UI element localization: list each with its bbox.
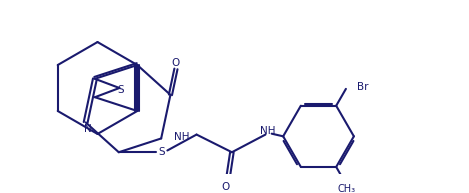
Text: N: N	[83, 124, 91, 135]
Text: S: S	[117, 85, 124, 95]
Text: S: S	[158, 147, 165, 157]
Text: CH₃: CH₃	[338, 184, 356, 193]
Text: O: O	[221, 182, 230, 192]
Text: O: O	[172, 58, 180, 68]
Text: NH: NH	[174, 132, 189, 142]
Text: Br: Br	[356, 82, 368, 92]
Text: NH: NH	[260, 126, 276, 136]
